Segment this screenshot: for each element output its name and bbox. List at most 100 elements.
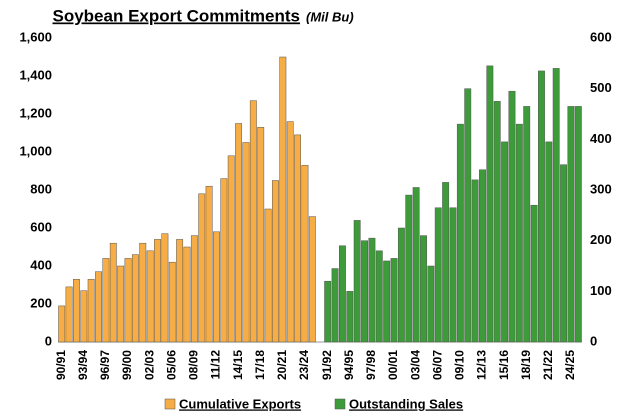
y2-tick-label: 500 (590, 80, 612, 95)
bar (338, 245, 346, 343)
bar (301, 165, 309, 343)
bar (486, 65, 494, 343)
x-tick-label: 02/03 (142, 350, 156, 380)
bar (161, 233, 169, 343)
bar (205, 185, 213, 343)
x-tick-label: 03/04 (408, 350, 422, 380)
bar (72, 279, 80, 343)
bar (198, 193, 206, 343)
x-tick-label: 11/12 (209, 350, 223, 380)
bar (183, 246, 191, 343)
bar (375, 250, 383, 343)
bar (102, 258, 110, 343)
x-tick-label: 96/97 (98, 350, 112, 380)
y-tick-label: 600 (30, 219, 52, 234)
x-tick-label: 99/00 (120, 350, 134, 380)
bar (242, 142, 250, 343)
bar (65, 286, 73, 343)
y-tick-label: 0 (45, 333, 52, 348)
bar (272, 180, 279, 343)
bar (324, 280, 332, 343)
x-tick-label: 14/15 (231, 350, 245, 380)
chart-title: Soybean Export Commitments (53, 6, 301, 25)
x-tick-label: 24/25 (563, 350, 577, 380)
bar (176, 239, 184, 343)
bar (501, 141, 509, 343)
y-tick-label: 400 (30, 257, 52, 272)
bar (308, 216, 316, 343)
bar (124, 258, 132, 343)
bar (95, 271, 102, 343)
x-tick-label: 05/06 (164, 350, 178, 380)
bar (58, 305, 66, 343)
bar (279, 56, 287, 343)
bar (390, 258, 398, 343)
x-tick-label: 00/01 (386, 350, 400, 380)
y-tick-label: 1,400 (19, 67, 52, 82)
x-tick-label: 08/09 (187, 350, 201, 380)
bar (331, 268, 339, 343)
bar (567, 106, 575, 343)
x-tick-label: 17/18 (253, 350, 267, 380)
chart-subtitle: (Mil Bu) (306, 9, 354, 24)
bar (168, 261, 176, 343)
x-tick-label: 15/16 (497, 350, 511, 380)
bar (368, 237, 376, 343)
legend-swatch (334, 398, 346, 410)
bar (449, 207, 457, 343)
bar (139, 242, 147, 343)
x-tick-label: 93/94 (76, 350, 90, 380)
y2-tick-label: 100 (590, 283, 612, 298)
x-tick-label: 91/92 (320, 350, 334, 380)
bar (257, 127, 265, 343)
bar (264, 208, 272, 343)
y-tick-label: 1,000 (19, 143, 52, 158)
bar (434, 207, 442, 343)
x-tick-label: 09/10 (453, 350, 467, 380)
bar (190, 235, 198, 343)
bar (235, 123, 243, 343)
y2-tick-label: 400 (590, 131, 612, 146)
y2-tick-label: 600 (590, 29, 612, 44)
bar (412, 187, 420, 343)
x-tick-label: 97/98 (364, 350, 378, 380)
y-tick-label: 200 (30, 295, 52, 310)
legend-label: Cumulative Exports (179, 396, 301, 411)
bar (464, 88, 472, 343)
x-tick-label: 06/07 (430, 350, 444, 380)
legend-swatch (164, 398, 176, 410)
y2-tick-label: 300 (590, 181, 612, 196)
bar (87, 279, 95, 343)
bar (353, 220, 361, 343)
x-tick-label: 94/95 (342, 350, 356, 380)
bar (508, 90, 516, 343)
bar (109, 242, 117, 343)
bar (131, 254, 139, 343)
y-tick-label: 1,600 (19, 29, 52, 44)
bar (523, 106, 531, 343)
bar (146, 250, 154, 343)
legend-label: Outstanding Sales (349, 396, 463, 411)
bar (346, 291, 354, 343)
bar (442, 182, 450, 343)
bar (117, 265, 125, 343)
x-tick-label: 20/21 (275, 350, 289, 380)
bar (493, 101, 501, 343)
bar (545, 141, 553, 343)
bar (552, 68, 560, 343)
bar (456, 123, 464, 343)
x-tick-label: 12/13 (475, 350, 489, 380)
y-tick-label: 1,200 (19, 105, 52, 120)
x-tick-label: 21/22 (541, 350, 555, 380)
bar (383, 260, 391, 343)
bar (515, 123, 523, 343)
x-tick-label: 18/19 (519, 350, 533, 380)
bar (479, 169, 486, 343)
bar (227, 155, 235, 343)
bar (249, 100, 257, 343)
x-tick-label: 90/91 (54, 350, 68, 380)
bar (420, 235, 427, 343)
bar (361, 240, 368, 343)
y-tick-label: 800 (30, 181, 52, 196)
